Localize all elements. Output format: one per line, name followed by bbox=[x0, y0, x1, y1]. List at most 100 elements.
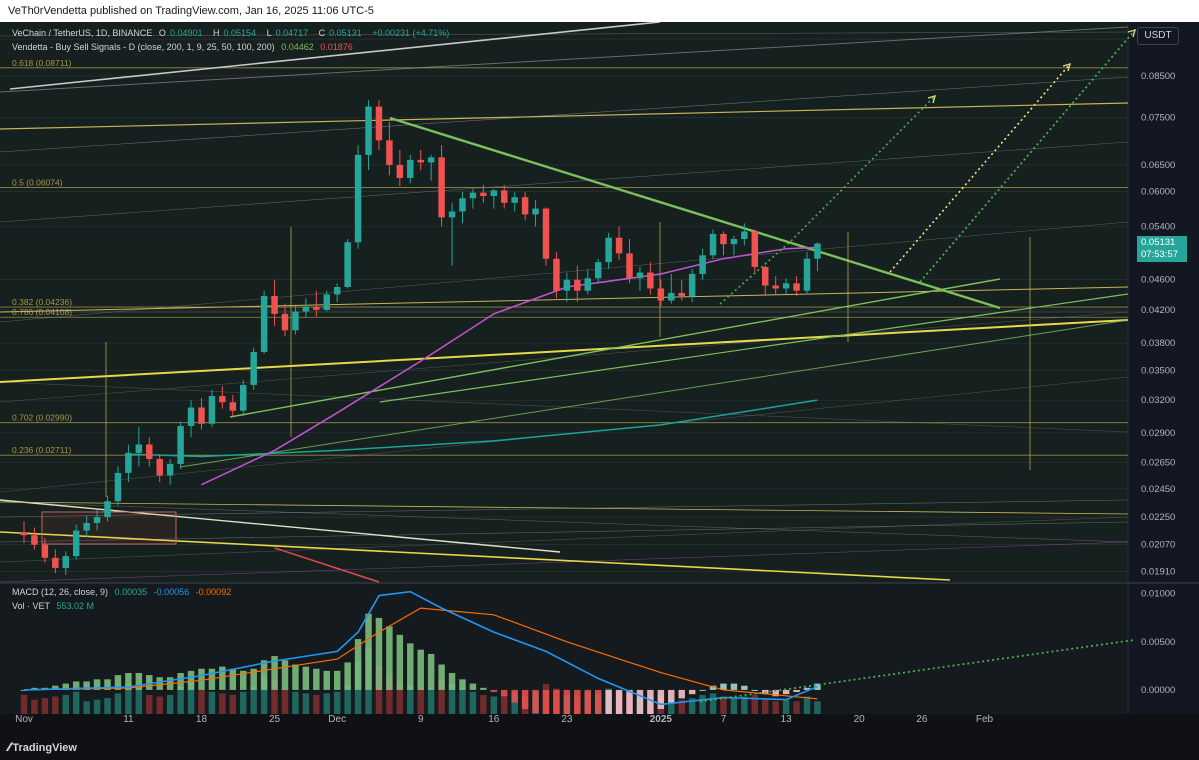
candle-body bbox=[114, 472, 122, 502]
ohlc-open: O 0.04901 bbox=[159, 28, 207, 38]
volume-bar bbox=[699, 694, 706, 714]
macd-histogram-bar bbox=[396, 634, 404, 690]
chart-canvas[interactable]: 0.095000.085000.075000.065000.060000.054… bbox=[0, 22, 1199, 735]
candle-body bbox=[782, 283, 790, 289]
volume-bar bbox=[302, 693, 310, 714]
yellow-support-line bbox=[0, 319, 1129, 383]
time-axis bbox=[0, 714, 1199, 735]
price-tick-label: 0.06500 bbox=[1141, 160, 1175, 171]
ascending-trendline bbox=[379, 293, 1129, 403]
tradingview-logo[interactable]: ⁄⁄ TradingView bbox=[8, 735, 77, 760]
macd-histogram-bar bbox=[135, 672, 143, 690]
candle-body bbox=[354, 154, 362, 243]
candle-body bbox=[615, 237, 623, 254]
price-tick-label: 0.02650 bbox=[1141, 458, 1175, 469]
candle-body bbox=[396, 164, 404, 178]
ma-teal-line bbox=[128, 399, 818, 458]
time-tick-label: Feb bbox=[976, 714, 994, 725]
macd-histogram-bar bbox=[688, 689, 696, 695]
macd-histogram-bar bbox=[407, 643, 414, 690]
resistance-line bbox=[0, 102, 1129, 130]
candle-body bbox=[762, 266, 769, 286]
volume-bar bbox=[125, 683, 132, 714]
high-label: H bbox=[213, 28, 220, 38]
currency-selector[interactable]: USDT bbox=[1137, 27, 1179, 45]
low-label: L bbox=[266, 28, 272, 38]
macd-histogram-bar bbox=[271, 656, 278, 690]
macd-title: MACD (12, 26, close, 9) bbox=[12, 587, 109, 597]
macd-histogram-bar bbox=[83, 681, 90, 690]
drawn-trendline bbox=[0, 31, 1129, 37]
projection-path bbox=[719, 95, 936, 305]
fib-level-label: 0.5 (0.06074) bbox=[12, 177, 63, 187]
volume-bar bbox=[135, 688, 143, 714]
macd-histogram-bar bbox=[615, 689, 623, 733]
volume-bar bbox=[156, 696, 163, 714]
macd-histogram-bar bbox=[427, 653, 435, 690]
volume-bar bbox=[198, 690, 205, 714]
fib-level-label: 0.382 (0.04236) bbox=[12, 297, 72, 307]
candle-body bbox=[281, 313, 289, 331]
published-text: VeTh0rVendetta published on TradingView.… bbox=[8, 5, 374, 17]
price-tick-label: 0.03800 bbox=[1141, 338, 1175, 349]
candle-body bbox=[208, 396, 216, 424]
horizontal-level bbox=[0, 501, 1129, 515]
white-downtrend-line bbox=[0, 499, 561, 553]
volume-bar bbox=[323, 693, 330, 714]
price-tick-label: 0.03200 bbox=[1141, 395, 1175, 406]
macd-histogram-bar bbox=[511, 689, 518, 703]
price-tick-label: 0.04600 bbox=[1141, 275, 1175, 286]
ohlc-close: C 0.05131 bbox=[319, 28, 366, 38]
volume-bar bbox=[730, 698, 738, 714]
candle-body bbox=[229, 402, 237, 411]
price-pane-background bbox=[0, 22, 1128, 582]
time-tick-label: 20 bbox=[854, 714, 866, 725]
candle-body bbox=[125, 452, 132, 473]
volume-bar bbox=[114, 693, 122, 714]
consolidation-zone bbox=[41, 511, 177, 545]
macd-histogram-bar bbox=[793, 689, 800, 693]
volume-bar bbox=[250, 686, 257, 714]
drawn-trendline bbox=[0, 221, 1129, 323]
volume-bar bbox=[668, 699, 675, 714]
footer-branding: ⁄⁄ TradingView bbox=[0, 735, 1199, 759]
candle-body bbox=[459, 198, 466, 212]
ascending-trendline bbox=[229, 278, 1001, 418]
volume-legend: Vol · VET 553.02 M bbox=[12, 601, 98, 611]
macd-histogram-bar bbox=[198, 668, 205, 690]
macd-histogram-bar bbox=[772, 689, 779, 697]
drawn-trendline bbox=[0, 499, 1129, 518]
indicator-value-1: 0.04462 bbox=[281, 42, 314, 52]
volume-bar bbox=[292, 691, 299, 714]
volume-bar bbox=[146, 694, 153, 714]
volume-bar bbox=[782, 699, 790, 714]
time-tick-label: 7 bbox=[721, 714, 727, 725]
volume-bar bbox=[511, 693, 518, 714]
candle-body bbox=[814, 243, 821, 259]
macd-tick-label: 0.01000 bbox=[1141, 589, 1175, 600]
candle-body bbox=[187, 407, 195, 427]
indicator-legend: Vendetta - Buy Sell Signals - D (close, … bbox=[12, 42, 357, 52]
candle-body bbox=[772, 285, 779, 289]
volume-bar bbox=[375, 666, 383, 714]
candle-body bbox=[31, 535, 38, 545]
volume-bar bbox=[448, 683, 456, 714]
macd-histogram-bar bbox=[782, 689, 790, 695]
macd-histogram-bar bbox=[187, 670, 195, 690]
drawn-trendline bbox=[0, 521, 1129, 543]
volume-bar bbox=[814, 701, 821, 714]
macd-signal-line bbox=[23, 607, 818, 700]
price-tick-label: 0.01910 bbox=[1141, 566, 1175, 577]
candle-body bbox=[427, 157, 435, 163]
volume-bar bbox=[72, 691, 80, 714]
volume-bar bbox=[281, 688, 289, 714]
close-label: C bbox=[318, 28, 326, 38]
drawn-trendline bbox=[0, 501, 1129, 543]
candle-body bbox=[480, 192, 487, 196]
macd-histogram-bar bbox=[114, 675, 122, 690]
macd-histogram-bar bbox=[240, 670, 247, 690]
macd-histogram-bar bbox=[177, 672, 184, 690]
time-tick-label: Dec bbox=[328, 714, 346, 725]
candle-body bbox=[93, 517, 101, 523]
macd-histogram-bar bbox=[386, 626, 393, 690]
